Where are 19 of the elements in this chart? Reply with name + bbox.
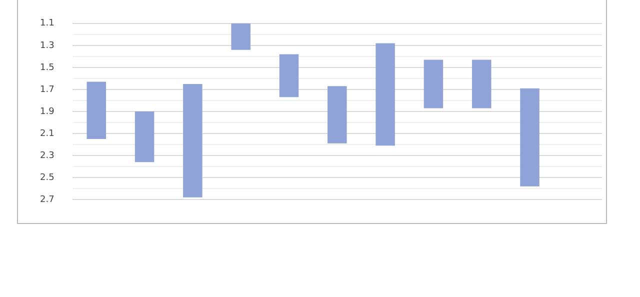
bar [328, 86, 347, 144]
y-tick-label: 1.5 [40, 62, 54, 73]
bar [472, 60, 492, 108]
y-tick-label: 2.5 [40, 172, 54, 183]
bar [134, 112, 154, 162]
bar [424, 60, 444, 108]
bar [279, 54, 299, 98]
y-tick-label: 1.9 [40, 106, 55, 117]
bar [231, 23, 250, 50]
y-tick-label: 2.1 [40, 128, 54, 139]
y-tick-label: 1.3 [40, 40, 54, 51]
y-tick-label: 1.7 [40, 84, 54, 95]
y-tick-label: 2.7 [40, 194, 54, 205]
bar [183, 84, 202, 198]
bar [376, 43, 395, 146]
bar [520, 88, 540, 186]
bar [86, 82, 106, 140]
y-tick-label: 2.3 [40, 150, 54, 161]
y-tick-label: 1.1 [40, 18, 54, 29]
